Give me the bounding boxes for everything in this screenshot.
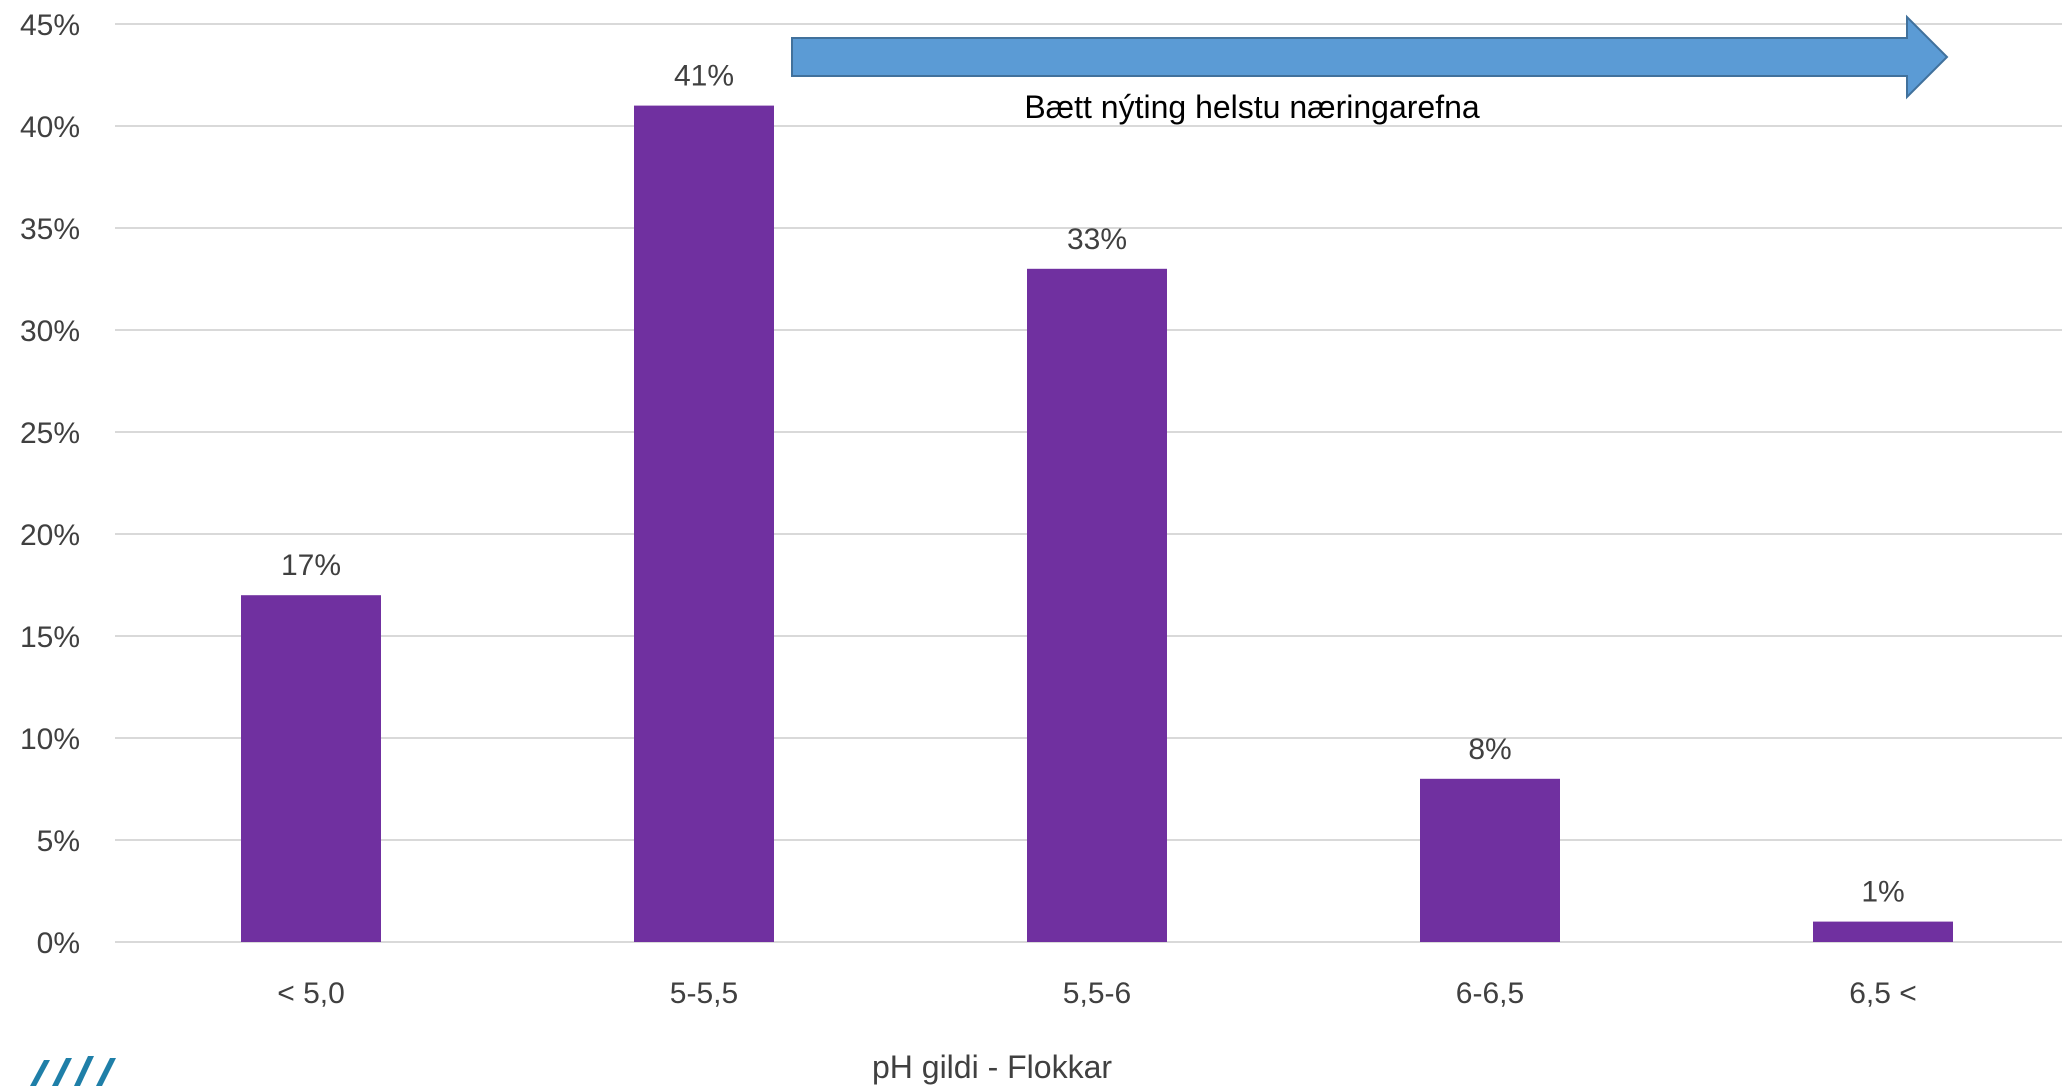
x-tick-label: 6-6,5 (1456, 977, 1524, 1010)
y-tick-label: 15% (20, 621, 80, 654)
data-label: 17% (281, 549, 341, 582)
data-label: 33% (1067, 223, 1127, 256)
y-tick-label: 0% (37, 927, 80, 960)
y-tick-label: 30% (20, 315, 80, 348)
arrow-icon (791, 14, 1949, 100)
data-label: 8% (1468, 733, 1511, 766)
data-label: 41% (674, 60, 734, 93)
arrow-annotation: Bætt nýting helstu næringarefna (1024, 89, 1480, 125)
bar (1420, 778, 1560, 942)
y-tick-label: 20% (20, 519, 80, 552)
x-tick-label: 5-5,5 (670, 977, 738, 1010)
y-axis-ticks: 0% 5% 10% 15% 20% 25% 30% 35% 40% 45% (20, 9, 80, 960)
bar (634, 105, 774, 943)
x-tick-label: 6,5 < (1849, 977, 1917, 1010)
bar (241, 595, 381, 942)
logo-icon (30, 1056, 116, 1086)
bar (1027, 268, 1167, 942)
x-axis-title: pH gildi - Flokkar (872, 1049, 1112, 1085)
bar (1813, 921, 1953, 942)
y-tick-label: 25% (20, 417, 80, 450)
data-label: 1% (1861, 876, 1904, 909)
y-tick-label: 45% (20, 9, 80, 42)
y-tick-label: 5% (37, 825, 80, 858)
y-tick-label: 40% (20, 111, 80, 144)
y-tick-label: 10% (20, 723, 80, 756)
x-tick-label: 5,5-6 (1063, 977, 1131, 1010)
data-labels: 17% 41% 33% 8% 1% (281, 60, 1905, 909)
x-axis-ticks: < 5,0 5-5,5 5,5-6 6-6,5 6,5 < (277, 977, 1917, 1010)
x-tick-label: < 5,0 (277, 977, 345, 1010)
bars (241, 105, 1953, 943)
y-tick-label: 35% (20, 213, 80, 246)
